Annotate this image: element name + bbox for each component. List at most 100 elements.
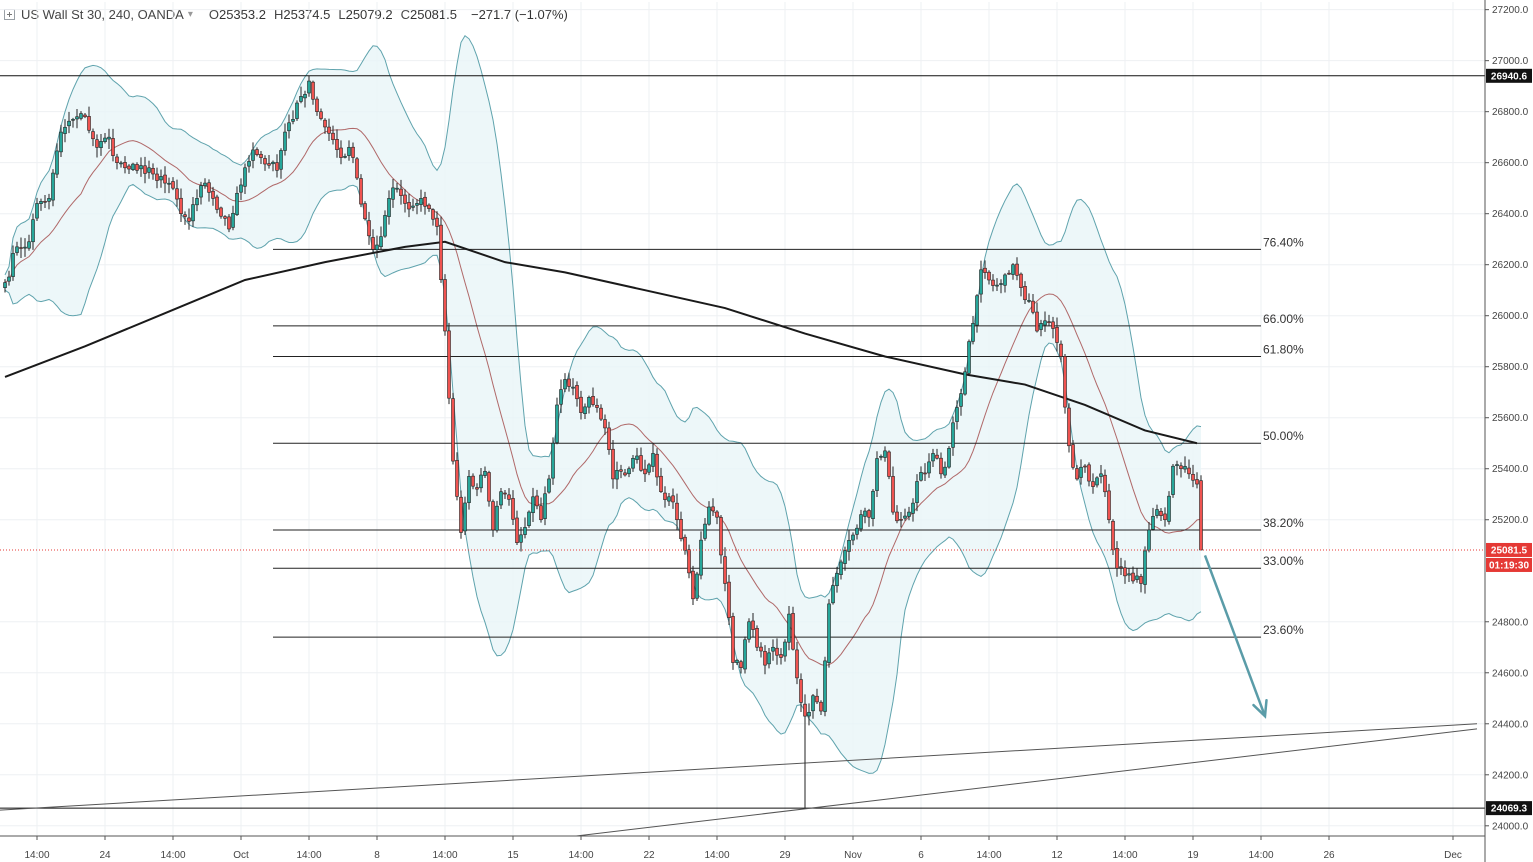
candle (959, 388, 963, 416)
candle-body (1151, 516, 1155, 530)
candle (1079, 459, 1083, 485)
candle (815, 688, 819, 704)
candle (1083, 464, 1087, 473)
candle-body (3, 282, 7, 288)
candle (243, 163, 247, 194)
y-tick-label-10: 25200.0 (1492, 515, 1529, 526)
candle (103, 133, 107, 144)
candle-body (1039, 323, 1043, 330)
candle (247, 155, 251, 173)
candle-body (795, 649, 799, 679)
candle-body (51, 172, 55, 201)
candle (179, 188, 183, 222)
candle-body (535, 495, 539, 507)
candle (327, 118, 331, 142)
candle (775, 638, 779, 665)
symbol-title[interactable]: US Wall St 30, 240, OANDA (21, 6, 184, 22)
candle (739, 659, 743, 674)
candle-body (163, 174, 167, 184)
candle (875, 451, 879, 498)
candle-body (1099, 473, 1103, 477)
candle (187, 208, 191, 230)
candle (379, 226, 383, 250)
candle (87, 106, 91, 134)
y-tick-label-14: 24200.0 (1492, 770, 1529, 781)
fibonacci-retracement[interactable]: 76.40% 66.00% 61.80% 50.00% 38.20% 33.00% 23.6… (273, 235, 1304, 638)
candle-body (743, 639, 747, 670)
candle (463, 496, 467, 536)
candle-body (911, 502, 915, 514)
candle-body (695, 573, 699, 599)
y-tick-label-2: 26800.0 (1492, 107, 1529, 118)
candle (1043, 311, 1047, 332)
candle (971, 316, 975, 345)
candle (487, 470, 491, 507)
candle-body (235, 192, 239, 215)
candle-body (347, 147, 351, 156)
candle-body (579, 396, 583, 413)
candle-body (787, 613, 791, 643)
high-key: H (273, 6, 284, 22)
candle (879, 454, 883, 461)
candle (791, 606, 795, 651)
candle (1115, 541, 1119, 577)
candle (227, 214, 231, 233)
x-tick-label-15: 12 (1051, 850, 1063, 861)
candle-body (551, 442, 555, 479)
candle-body (591, 396, 595, 405)
candle (399, 179, 403, 205)
candle (255, 147, 259, 157)
candle-body (575, 385, 579, 400)
low-value: 25079.2 (345, 6, 393, 22)
channel-lines[interactable] (0, 723, 1478, 857)
candle-body (167, 182, 171, 185)
candle (299, 86, 303, 104)
candle (11, 245, 15, 281)
collapse-toggle-icon[interactable] (4, 8, 15, 20)
open-key: O (208, 6, 219, 22)
candle (279, 148, 283, 179)
candle (439, 216, 443, 283)
candle (351, 142, 355, 164)
candle (319, 108, 323, 121)
candle (15, 241, 19, 256)
candle-body (287, 122, 291, 132)
close-key: C (400, 6, 410, 22)
candle-body (295, 102, 299, 119)
candle (1055, 317, 1059, 352)
candle-body (1119, 566, 1123, 569)
candle (635, 447, 639, 464)
candle (507, 488, 511, 506)
x-tick-label-6: 14:00 (432, 850, 457, 861)
candle-body (703, 523, 707, 539)
candle (1071, 440, 1075, 470)
candle-body (727, 581, 731, 618)
candle-body (527, 511, 531, 526)
candle (691, 565, 695, 606)
candle (1007, 270, 1011, 275)
candle-body (127, 165, 131, 170)
symbol-dropdown-icon[interactable]: ▾ (187, 8, 193, 20)
candle-body (915, 481, 919, 503)
candle-body (835, 573, 839, 587)
candle (23, 238, 27, 257)
candle (423, 191, 427, 215)
candle-body (767, 652, 771, 665)
candle-body (427, 204, 431, 209)
candle (107, 128, 111, 149)
candle (1151, 507, 1155, 531)
candle (867, 508, 871, 527)
candle-body (923, 472, 927, 475)
candle-body (1139, 576, 1143, 584)
forecast-arrow[interactable] (1203, 555, 1268, 719)
candle-body (959, 393, 963, 407)
candle (355, 156, 359, 180)
candle-body (975, 295, 979, 326)
candle-body (183, 214, 187, 217)
candle (51, 169, 55, 207)
candle (59, 124, 63, 157)
candle-body (467, 476, 471, 503)
candle (75, 108, 79, 129)
